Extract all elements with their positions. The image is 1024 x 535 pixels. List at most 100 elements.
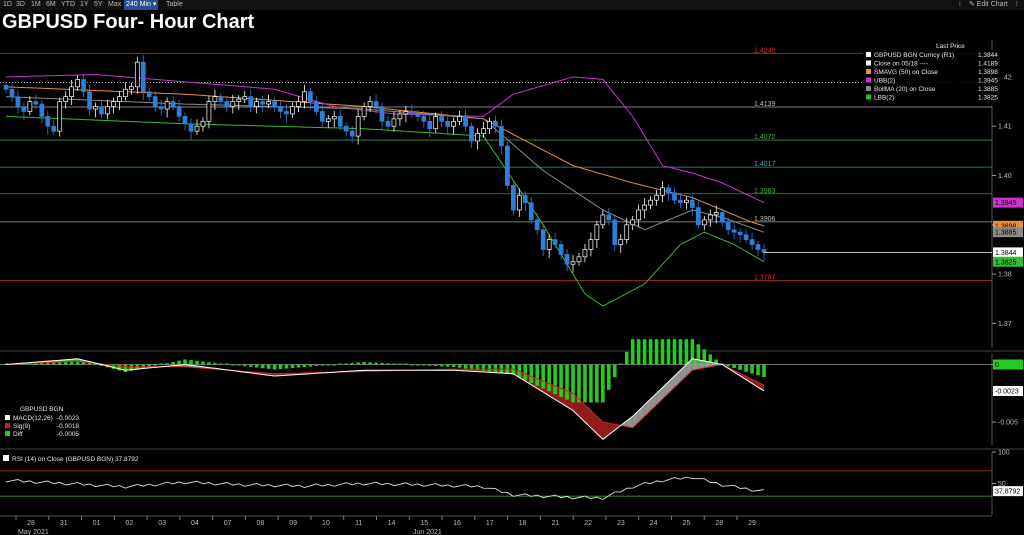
level-label: 1.4017	[754, 161, 776, 168]
candle-body	[81, 79, 86, 93]
candle-body	[373, 101, 379, 107]
candle-body	[433, 116, 439, 130]
macd-hist-bar	[356, 362, 360, 365]
candle-body	[152, 96, 158, 107]
indicator-line	[5, 115, 765, 307]
period-button-ytd[interactable]: YTD	[61, 1, 75, 8]
macd-hist-bar	[63, 360, 68, 365]
period-button-max[interactable]: Max	[108, 1, 122, 8]
candle-body	[487, 120, 492, 130]
legend-swatch	[866, 94, 871, 100]
period-button-6m[interactable]: 6M	[46, 1, 56, 8]
macd-hist-bar	[690, 339, 695, 365]
candle-body	[755, 244, 761, 250]
legend-label: Close on 05/18 ----	[874, 61, 928, 68]
y-tick-label: 1.42	[998, 74, 1012, 81]
macd-hist-bar	[684, 339, 689, 365]
candle-body	[570, 261, 576, 265]
price-label: 1.3844	[995, 250, 1017, 257]
candle-body	[684, 199, 689, 203]
period-button-1d[interactable]: 1D	[3, 1, 12, 8]
macd-hist-bar	[165, 363, 169, 365]
macd-hist-bar	[260, 364, 265, 369]
macd-hist-bar	[123, 364, 128, 373]
macd-hist-bar	[457, 364, 462, 368]
candle-body	[296, 101, 301, 107]
period-button-1m[interactable]: 1M	[31, 1, 41, 8]
price-label: 1.3825	[995, 259, 1017, 266]
candle-body	[302, 91, 307, 102]
macd-hist-bar	[320, 364, 325, 366]
macd-fill	[608, 423, 615, 435]
macd-hist-bar	[344, 363, 349, 365]
rsi-legend-label: RSI (14) on Close (GBPUSD BGN) 37.8792	[12, 456, 139, 463]
macd-hist-bar	[517, 364, 522, 378]
level-label: 1.3906	[754, 216, 776, 223]
period-button-5y[interactable]: 5Y	[94, 1, 103, 8]
candle-body	[206, 101, 212, 122]
candle-body	[284, 111, 289, 115]
macd-hist-bar	[207, 362, 211, 365]
level-label: 1.3787	[754, 274, 776, 281]
candle-body	[719, 212, 725, 223]
candle-body	[349, 130, 355, 137]
macd-hist-bar	[236, 364, 241, 366]
macd-hist-bar	[553, 364, 557, 395]
candle-body	[176, 106, 182, 117]
macd-hist-bar	[607, 364, 611, 390]
macd-hist-bar	[601, 364, 605, 403]
macd-fill	[584, 404, 591, 428]
macd-hist-bar	[338, 363, 343, 365]
candle-body	[469, 125, 474, 142]
candle-body	[27, 101, 33, 112]
toolbar-right: ⁝ ✎ Edit Chart ⁝	[959, 0, 1018, 10]
table-button[interactable]: Table	[166, 1, 183, 8]
candle-body	[361, 106, 367, 117]
candle-body	[618, 239, 624, 245]
x-tick-label: 23	[617, 520, 625, 527]
rsi-legend-swatch	[3, 455, 9, 461]
macd-hist-bar	[421, 364, 426, 366]
candle-body	[272, 101, 277, 107]
candle-body	[45, 116, 51, 127]
macd-fill	[758, 382, 764, 391]
signal-line	[5, 360, 765, 429]
macd-hist-bar	[219, 363, 223, 365]
x-tick-label: 31	[60, 520, 68, 527]
candle-body	[99, 106, 104, 115]
macd-fill	[746, 376, 753, 384]
indicator-line	[5, 96, 765, 233]
x-tick-label: 04	[191, 520, 199, 527]
candle-body	[15, 96, 21, 107]
x-tick-label: 16	[453, 520, 461, 527]
macd-hist-bar	[99, 364, 104, 366]
candle-body	[87, 91, 92, 110]
macd-hist-bar	[380, 362, 384, 365]
candle-body	[421, 116, 427, 122]
macd-hist-bar	[326, 364, 331, 366]
edit-chart-button[interactable]: ✎ Edit Chart	[968, 1, 1008, 8]
macd-hist-bar	[332, 364, 337, 366]
x-tick-label: 14	[388, 520, 396, 527]
macd-legend-value: -0.0023	[57, 415, 79, 422]
legend-header: Last Price	[936, 43, 965, 50]
indicator-line	[5, 73, 765, 204]
legend-label: BollMA (20) on Close	[874, 86, 935, 93]
macd-hist-bar	[595, 364, 599, 403]
more-icon[interactable]: ⁝	[1015, 1, 1018, 8]
legend-value: 1.3945	[978, 78, 998, 85]
candle-body	[588, 239, 594, 250]
macd-hist-bar	[648, 339, 653, 365]
options-icon[interactable]: ⁝	[958, 1, 961, 8]
macd-fill	[740, 373, 747, 380]
candle-body	[648, 199, 653, 206]
interval-dropdown[interactable]: 240 Min ▾	[124, 0, 159, 10]
macd-hist-bar	[45, 361, 50, 365]
candle-body	[510, 185, 516, 211]
macd-hist-bar	[618, 363, 623, 365]
price-label: 1.3885	[995, 230, 1017, 237]
period-button-3d[interactable]: 3D	[16, 1, 25, 8]
macd-hist-bar	[726, 364, 730, 367]
period-button-1y[interactable]: 1Y	[80, 1, 89, 8]
macd-hist-bar	[439, 364, 444, 367]
